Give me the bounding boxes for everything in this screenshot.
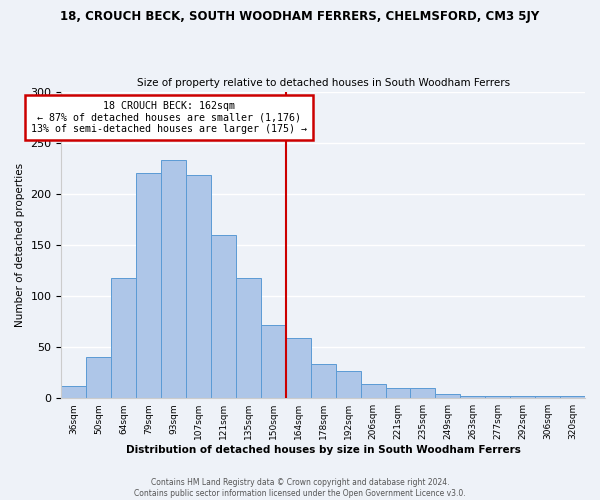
Bar [386, 388, 410, 398]
Bar [335, 370, 361, 398]
Bar [410, 388, 436, 398]
Bar [311, 364, 335, 398]
Text: Contains HM Land Registry data © Crown copyright and database right 2024.
Contai: Contains HM Land Registry data © Crown c… [134, 478, 466, 498]
X-axis label: Distribution of detached houses by size in South Woodham Ferrers: Distribution of detached houses by size … [126, 445, 521, 455]
Bar [510, 396, 535, 398]
Bar [111, 278, 136, 398]
Text: 18 CROUCH BECK: 162sqm
← 87% of detached houses are smaller (1,176)
13% of semi-: 18 CROUCH BECK: 162sqm ← 87% of detached… [31, 101, 307, 134]
Y-axis label: Number of detached properties: Number of detached properties [15, 163, 25, 327]
Bar [436, 394, 460, 398]
Title: Size of property relative to detached houses in South Woodham Ferrers: Size of property relative to detached ho… [137, 78, 510, 88]
Bar [86, 358, 111, 398]
Bar [261, 324, 286, 398]
Bar [186, 176, 211, 398]
Bar [236, 278, 261, 398]
Bar [161, 160, 186, 398]
Bar [485, 396, 510, 398]
Bar [286, 338, 311, 398]
Bar [361, 384, 386, 398]
Bar [460, 396, 485, 398]
Bar [61, 386, 86, 398]
Bar [136, 174, 161, 398]
Bar [211, 234, 236, 398]
Bar [535, 396, 560, 398]
Bar [560, 396, 585, 398]
Text: 18, CROUCH BECK, SOUTH WOODHAM FERRERS, CHELMSFORD, CM3 5JY: 18, CROUCH BECK, SOUTH WOODHAM FERRERS, … [61, 10, 539, 23]
